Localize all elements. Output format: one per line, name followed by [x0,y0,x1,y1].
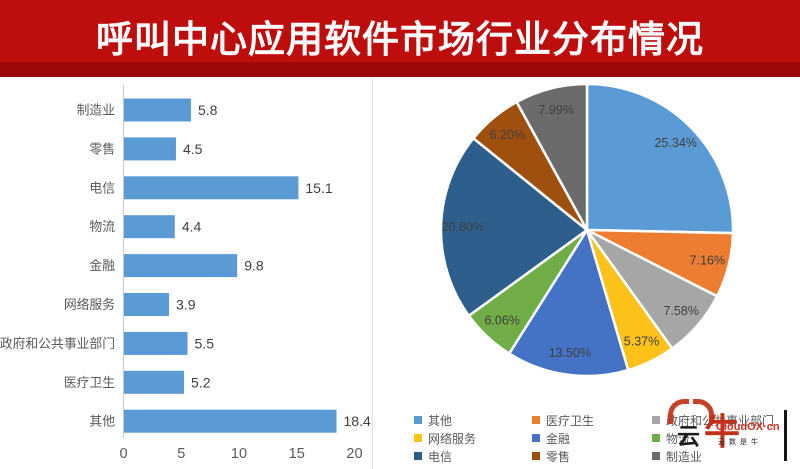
legend-label: 物流 [666,431,691,446]
x-tick-label: 5 [177,446,185,462]
value-label: 15.1 [305,180,332,196]
legend-item: 金融 [532,430,652,447]
panel-divider [372,77,373,469]
x-tick-label: 15 [289,446,305,462]
pie-slice-label: 25.34% [654,136,696,150]
category-label: 其他 [89,414,115,429]
legend-swatch [652,434,660,442]
pie-slice [585,82,735,235]
legend-swatch [414,416,422,424]
pie-slice [507,228,630,378]
category-label: 零售 [89,141,115,156]
legend-item: 物流 [652,430,792,447]
legend-label: 网络服务 [428,431,477,446]
category-label: 金融 [89,258,115,273]
pie-slice-label: 6.20% [490,128,525,142]
pie-slice-label: 7.58% [663,304,698,318]
legend-item: 制造业 [652,448,792,465]
legend-swatch [414,452,422,460]
pie-slice [439,137,589,317]
category-label: 医疗卫生 [64,375,115,390]
legend-swatch [532,434,540,442]
pie-legend: 其他 医疗卫生 政府和公共事业部门网络服务 金融 物流电信 零售 制造业 [414,411,792,465]
pie-slice-label: 6.06% [484,314,519,328]
page-title: 呼叫中心应用软件市场行业分布情况 [96,18,704,60]
legend-label: 医疗卫生 [546,413,595,428]
value-label: 5.8 [198,102,218,118]
legend-item: 医疗卫生 [532,412,652,429]
pie-slice-label: 20.80% [442,220,484,234]
bar-chart: 0 5 10 15 20 制造业 5.8 零售 4.5 电信 15.1 物流 4.4 金融 9.8 网络服务 3… [0,85,371,462]
legend-label: 电信 [428,449,453,464]
pie-slice-label: 7.99% [538,103,573,117]
legend-label: 其他 [428,413,453,428]
legend-label: 金融 [546,431,571,446]
legend-item: 网络服务 [414,430,532,447]
legend-swatch [652,416,660,424]
pie-slice-label: 13.50% [549,346,591,360]
vertical-black-bar [784,410,787,461]
legend-swatch [532,452,540,460]
bar [124,137,176,161]
x-tick-label: 0 [119,446,127,462]
bar [124,409,337,433]
legend-label: 政府和公共事业部门 [666,413,775,428]
legend-item: 政府和公共事业部门 [652,412,792,429]
value-label: 9.8 [244,258,264,274]
bar [124,370,185,394]
legend-item: 零售 [532,448,652,465]
value-label: 3.9 [176,297,196,313]
value-label: 4.4 [182,219,202,235]
pie-slice [515,82,589,232]
value-label: 5.2 [191,374,211,390]
legend-item: 电信 [414,448,532,465]
bar [124,331,188,355]
value-label: 5.5 [195,335,215,351]
bar [124,215,175,239]
pie-chart: 25.34% 7.16% 7.58% 5.37% 13.50% 6.06% 20.80% 6.… [439,82,735,378]
legend-label: 制造业 [666,449,703,464]
bar [124,98,191,122]
legend-swatch [414,434,422,442]
category-label: 网络服务 [64,297,115,312]
x-tick-label: 20 [346,446,362,462]
value-label: 18.4 [344,413,371,429]
legend-label: 零售 [546,449,571,464]
x-tick-label: 10 [231,446,247,462]
value-label: 4.5 [183,141,203,157]
category-label: 制造业 [77,103,116,118]
legend-swatch [532,416,540,424]
bar [124,293,170,316]
bar [124,176,299,200]
category-label: 电信 [89,180,115,195]
legend-item: 其他 [414,412,532,429]
pie-slice-label: 7.16% [690,253,725,267]
title-banner: 呼叫中心应用软件市场行业分布情况 [0,0,800,77]
legend-swatch [652,452,660,460]
bar [124,254,238,278]
category-label: 政府和公共事业部门 [0,336,115,351]
pie-slice-label: 5.37% [624,335,659,349]
category-label: 物流 [89,219,115,234]
